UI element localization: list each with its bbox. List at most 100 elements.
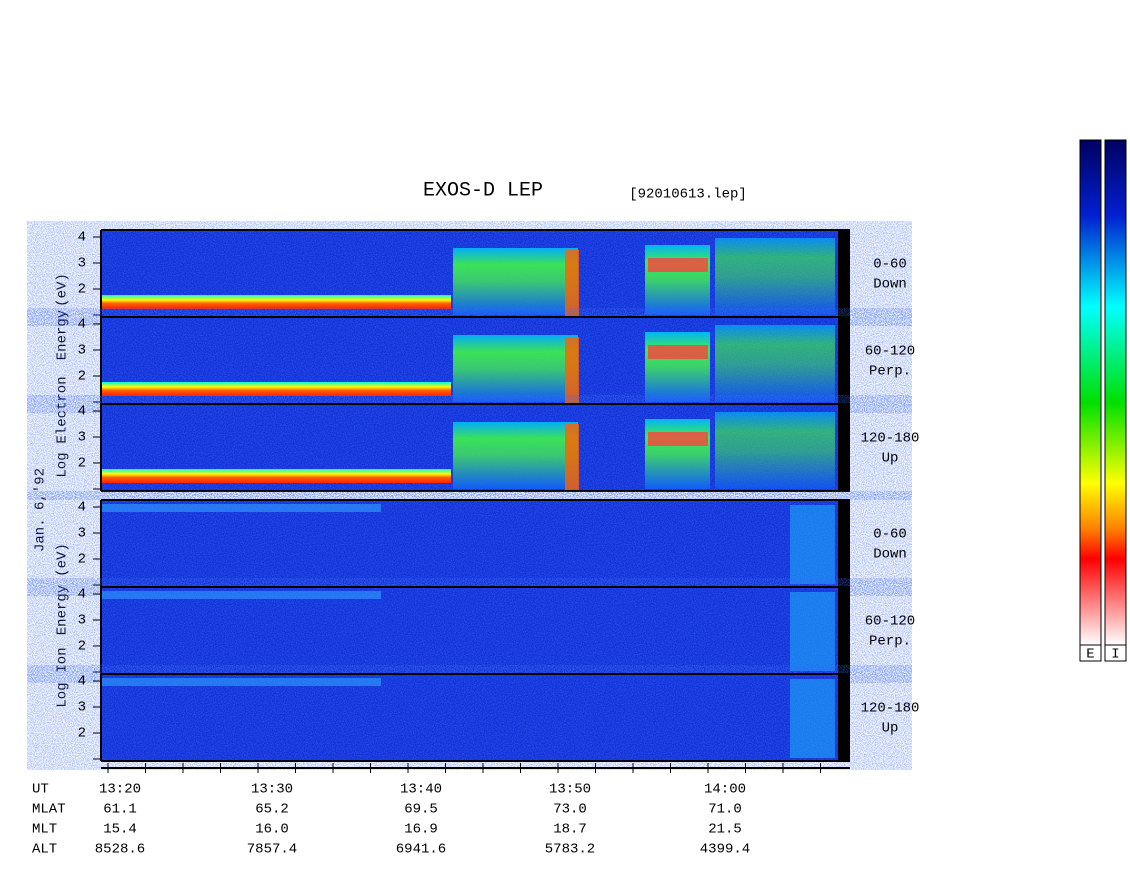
y-tick-label: 3 <box>78 430 86 446</box>
burst <box>715 238 835 315</box>
panel-edge-strip <box>838 587 850 674</box>
burst <box>453 422 578 489</box>
ion-edge <box>790 505 835 584</box>
row-value: 8528.6 <box>95 842 145 858</box>
direction: Up <box>882 451 899 467</box>
burst-core <box>648 258 708 272</box>
row-value: 7857.4 <box>247 842 297 858</box>
color-bar-label: E <box>1086 647 1094 663</box>
y-axis-label: Electron <box>55 376 71 443</box>
panel-noise <box>101 500 838 587</box>
burst <box>645 419 710 489</box>
y-tick-label: 2 <box>78 639 86 655</box>
burst <box>715 412 835 489</box>
ion-edge <box>790 679 835 758</box>
row-value: 71.0 <box>708 802 742 818</box>
y-tick-label: 2 <box>78 726 86 742</box>
row-label: MLAT <box>32 802 66 818</box>
pitch-angle: 120-180 <box>861 701 920 717</box>
row-value: 69.5 <box>404 802 438 818</box>
y-tick-label: 2 <box>78 552 86 568</box>
burst-core <box>648 345 708 359</box>
row-value: 5783.2 <box>545 842 595 858</box>
burst <box>715 325 835 402</box>
burst-core <box>565 250 579 317</box>
y-axis-label: (eV) <box>55 273 71 307</box>
y-tick-label: 4 <box>78 500 86 516</box>
row-value: 21.5 <box>708 822 742 838</box>
y-axis-label: Energy <box>55 585 71 635</box>
panel-edge-strip <box>838 230 850 317</box>
y-axis-label: (eV) <box>55 543 71 577</box>
panel-noise <box>101 587 838 674</box>
panel-edge-strip <box>838 317 850 404</box>
row-value: 18.7 <box>553 822 587 838</box>
y-tick-label: 4 <box>78 587 86 603</box>
burst <box>645 245 710 315</box>
row-value: 13:50 <box>549 782 591 798</box>
direction: Perp. <box>869 634 911 650</box>
file-name: [92010613.lep] <box>629 187 747 203</box>
low-energy-band <box>101 295 451 309</box>
burst-core <box>565 337 579 404</box>
low-energy-band <box>101 382 451 396</box>
color-bar <box>1104 139 1127 646</box>
y-tick-label: 2 <box>78 456 86 472</box>
direction: Up <box>882 721 899 737</box>
date: Jan. 6,'92 <box>33 468 49 552</box>
row-value: 65.2 <box>255 802 289 818</box>
row-value: 15.4 <box>103 822 137 838</box>
row-value: 61.1 <box>103 802 137 818</box>
row-value: 4399.4 <box>700 842 750 858</box>
burst <box>453 335 578 402</box>
ion-streak <box>101 504 381 512</box>
y-axis-label: Log <box>55 452 71 477</box>
y-axis-label: Ion <box>55 647 71 672</box>
y-axis-label: Energy <box>55 310 71 360</box>
panel-noise <box>101 674 838 761</box>
y-tick-label: 4 <box>78 404 86 420</box>
panel-edge-strip <box>838 500 850 587</box>
row-value: 13:40 <box>400 782 442 798</box>
y-tick-label: 3 <box>78 700 86 716</box>
direction: Down <box>873 277 907 293</box>
low-energy-band <box>101 469 451 483</box>
burst-core <box>648 432 708 446</box>
pitch-angle: 60-120 <box>865 614 915 630</box>
y-tick-label: 4 <box>78 674 86 690</box>
row-label: UT <box>32 782 49 798</box>
y-tick-label: 3 <box>78 256 86 272</box>
color-bar-label: I <box>1111 647 1119 663</box>
pitch-angle: 120-180 <box>861 431 920 447</box>
ion-edge <box>790 592 835 671</box>
burst <box>453 248 578 315</box>
pitch-angle: 0-60 <box>873 257 907 273</box>
y-tick-label: 3 <box>78 343 86 359</box>
row-value: 16.9 <box>404 822 438 838</box>
pitch-angle: 60-120 <box>865 344 915 360</box>
burst-core <box>565 424 579 491</box>
direction: Perp. <box>869 364 911 380</box>
color-bar-label-box <box>1079 644 1102 662</box>
burst <box>645 332 710 402</box>
row-value: 13:20 <box>99 782 141 798</box>
y-tick-label: 2 <box>78 369 86 385</box>
pitch-angle: 0-60 <box>873 527 907 543</box>
row-value: 16.0 <box>255 822 289 838</box>
y-tick-label: 3 <box>78 613 86 629</box>
row-value: 6941.6 <box>396 842 446 858</box>
row-value: 14:00 <box>704 782 746 798</box>
row-label: MLT <box>32 822 57 838</box>
y-tick-label: 2 <box>78 282 86 298</box>
title: EXOS-D LEP <box>423 179 543 202</box>
y-tick-label: 4 <box>78 317 86 333</box>
ion-streak <box>101 678 381 686</box>
y-axis-label: Log <box>55 682 71 707</box>
panel-edge-strip <box>838 674 850 761</box>
color-bar <box>1079 139 1102 646</box>
row-label: ALT <box>32 842 57 858</box>
row-value: 73.0 <box>553 802 587 818</box>
direction: Down <box>873 547 907 563</box>
y-tick-label: 3 <box>78 526 86 542</box>
